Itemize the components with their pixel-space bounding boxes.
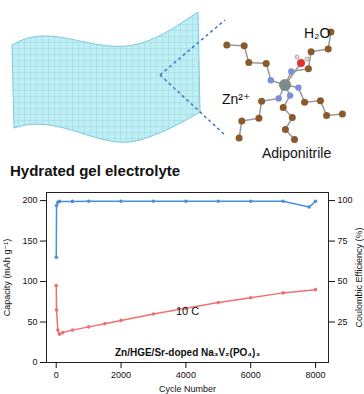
svg-text:100: 100 bbox=[338, 195, 353, 205]
svg-text:4000: 4000 bbox=[176, 370, 196, 380]
svg-text:75: 75 bbox=[338, 236, 348, 246]
svg-text:50: 50 bbox=[338, 276, 348, 286]
svg-text:0: 0 bbox=[54, 370, 59, 380]
svg-text:H₂O: H₂O bbox=[304, 25, 331, 41]
svg-text:200: 200 bbox=[22, 195, 37, 205]
svg-text:8000: 8000 bbox=[306, 370, 326, 380]
svg-text:2000: 2000 bbox=[111, 370, 131, 380]
svg-text:150: 150 bbox=[22, 236, 37, 246]
svg-text:50: 50 bbox=[27, 317, 37, 327]
svg-text:0: 0 bbox=[32, 357, 37, 367]
svg-text:Zn/HGE/Sr-doped Na₃V₂(PO₄)₃: Zn/HGE/Sr-doped Na₃V₂(PO₄)₃ bbox=[115, 347, 261, 358]
svg-text:Coulombic Efficiency (%): Coulombic Efficiency (%) bbox=[354, 228, 364, 328]
svg-text:Cycle Number: Cycle Number bbox=[159, 384, 216, 394]
svg-text:Zn²⁺: Zn²⁺ bbox=[222, 91, 250, 107]
svg-text:100: 100 bbox=[22, 276, 37, 286]
svg-text:25: 25 bbox=[338, 317, 348, 327]
svg-text:Capacity (mAh g⁻¹): Capacity (mAh g⁻¹) bbox=[2, 239, 12, 316]
svg-text:Adiponitrile: Adiponitrile bbox=[262, 145, 331, 161]
svg-text:6000: 6000 bbox=[241, 370, 261, 380]
svg-text:Hydrated gel electrolyte: Hydrated gel electrolyte bbox=[10, 162, 180, 179]
svg-text:10 C: 10 C bbox=[176, 305, 199, 317]
